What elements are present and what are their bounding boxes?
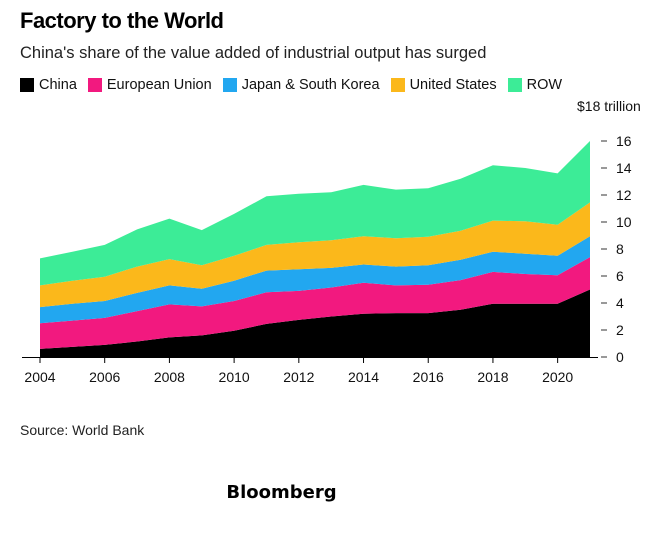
area-row: [40, 141, 590, 286]
legend-label: ROW: [526, 77, 563, 93]
y-tick-label: 12: [616, 187, 632, 203]
x-tick-label: 2004: [24, 369, 55, 385]
x-tick-label: 2016: [413, 369, 444, 385]
y-tick-label: 14: [616, 160, 632, 176]
area-china: [40, 289, 590, 357]
legend-swatch: [87, 78, 102, 92]
legend-label: China: [39, 77, 77, 93]
x-tick-label: 2020: [542, 369, 573, 385]
area-united-states: [40, 202, 590, 308]
y-axis-unit-label: $18 trillion: [577, 98, 641, 114]
legend-item-european-union: European Union: [87, 77, 212, 93]
x-tick-label: 2008: [154, 369, 185, 385]
legend: China European Union Japan & South Korea…: [20, 77, 573, 93]
legend-item-row: ROW: [507, 77, 563, 93]
legend-swatch: [20, 78, 34, 92]
legend-label: European Union: [106, 77, 212, 93]
source-note: Source: World Bank: [20, 422, 145, 438]
brand-label: Bloomberg: [226, 482, 337, 503]
chart-title: Factory to the World: [20, 8, 224, 33]
x-tick-label: 2010: [219, 369, 250, 385]
chart-subtitle: China's share of the value added of indu…: [20, 44, 487, 62]
x-axis: 2004 2006 2008 2010 2012 2014 2016 2018 2020: [22, 357, 598, 385]
legend-label: Japan & South Korea: [241, 77, 380, 93]
y-tick-label: 0: [616, 349, 624, 365]
y-axis: 0 2 4 6 8 10 12 14 16: [601, 133, 632, 365]
y-tick-label: 10: [616, 214, 632, 230]
area-japan-south-korea: [40, 236, 590, 324]
legend-swatch: [390, 78, 405, 92]
legend-item-united-states: United States: [390, 77, 497, 93]
legend-swatch: [507, 78, 522, 92]
legend-swatch: [222, 78, 237, 92]
x-tick-label: 2012: [283, 369, 314, 385]
legend-item-japan-south-korea: Japan & South Korea: [222, 77, 380, 93]
y-tick-label: 4: [616, 295, 624, 311]
x-tick-label: 2018: [477, 369, 508, 385]
area-layers: [40, 141, 590, 357]
x-tick-label: 2006: [89, 369, 120, 385]
y-tick-label: 16: [616, 133, 632, 149]
y-tick-label: 8: [616, 241, 624, 257]
x-tick-label: 2014: [348, 369, 379, 385]
y-tick-label: 6: [616, 268, 624, 284]
legend-item-china: China: [20, 77, 77, 93]
y-tick-label: 2: [616, 322, 624, 338]
legend-label: United States: [409, 77, 497, 93]
area-european-union: [40, 257, 590, 349]
